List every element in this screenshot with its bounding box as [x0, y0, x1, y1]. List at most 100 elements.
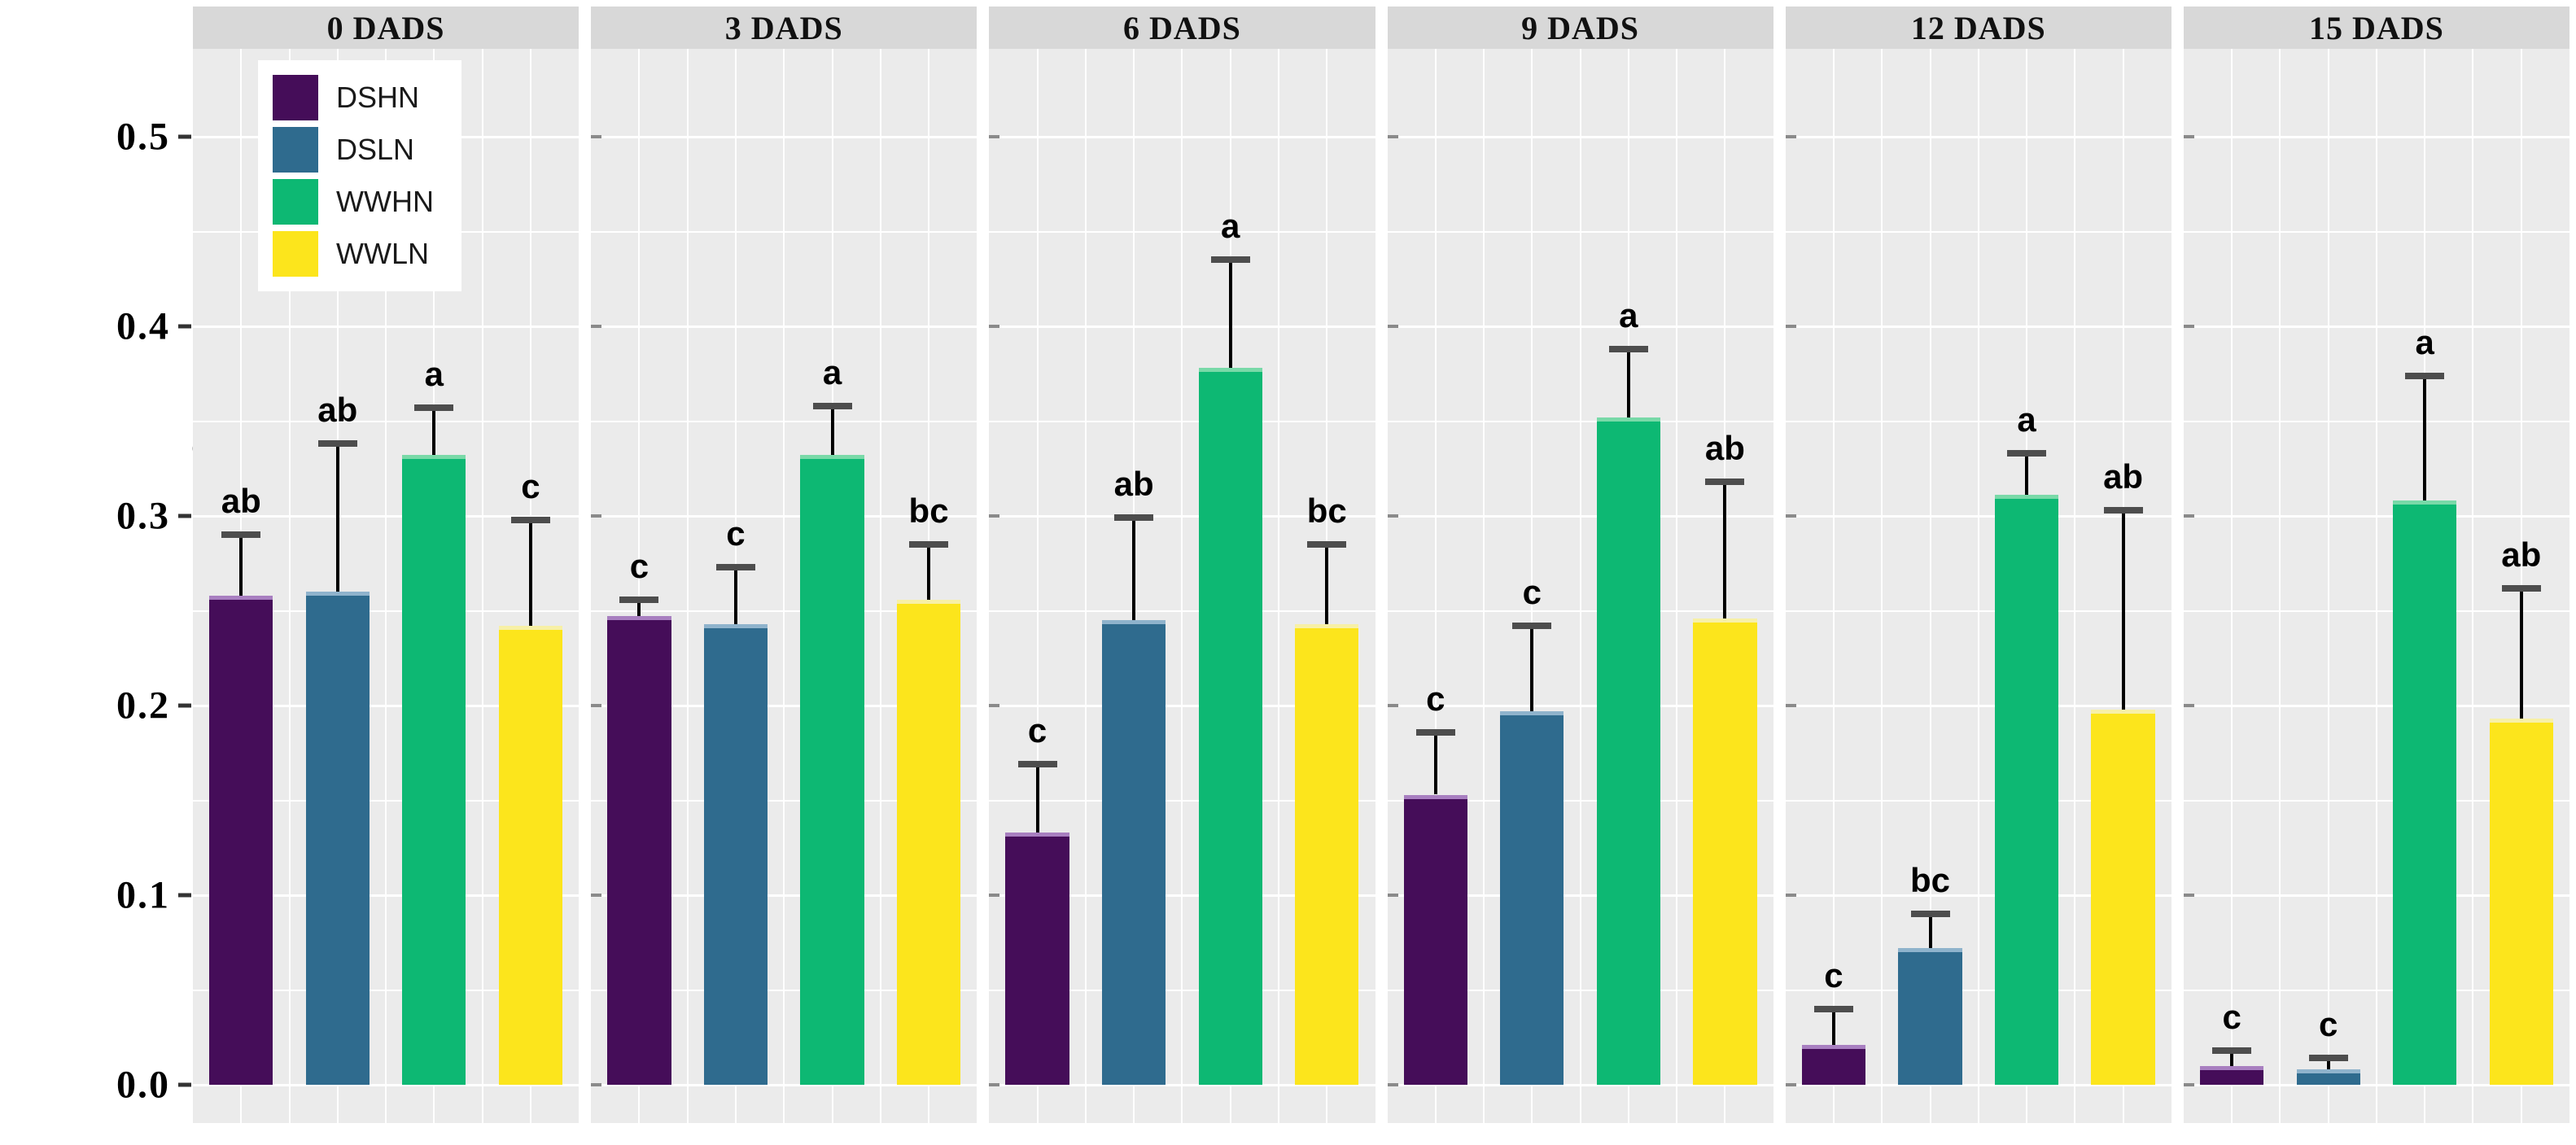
legend-label: DSLN [336, 133, 415, 166]
error-bar-whisker [1928, 914, 1932, 949]
plot-area: c c a ab [2183, 49, 2570, 1123]
panel-tick-mark [989, 325, 1000, 328]
panel-tick-mark [591, 325, 602, 328]
panel-tick-mark [2183, 135, 2194, 138]
v-gridline [1181, 49, 1183, 1123]
y-tick-mark [178, 514, 191, 518]
bar-dshn [209, 595, 273, 1085]
error-bar-cap [510, 516, 550, 523]
error-bar-whisker [733, 566, 737, 624]
v-gridline [1881, 49, 1883, 1123]
legend-item-wwln: WWLN [273, 231, 434, 277]
error-bar-cap [2308, 1055, 2348, 1062]
panel-tick-mark [1387, 894, 1398, 897]
bar-dsln [1898, 948, 1962, 1085]
panel-tick-mark [2183, 325, 2194, 328]
panel-tick-mark [2183, 1083, 2194, 1086]
error-bar-cap [1512, 623, 1552, 630]
panel-tick-mark [1387, 325, 1398, 328]
panel-tick-mark [1387, 704, 1398, 707]
facet-strip-label: 12 DADS [1910, 9, 2046, 46]
significance-letter: ab [221, 482, 261, 521]
legend-item-dshn: DSHN [273, 75, 434, 120]
error-bar-whisker [1831, 1008, 1835, 1046]
v-gridline [1676, 49, 1678, 1123]
significance-letter: ab [2501, 535, 2542, 574]
facet-strip: 6 DADS [989, 7, 1375, 49]
legend-swatch [273, 179, 318, 225]
error-bar-whisker [1132, 518, 1136, 621]
error-bar-whisker [1325, 544, 1329, 624]
error-bar-cap [1114, 514, 1154, 522]
significance-letter: a [1619, 295, 1638, 334]
significance-letter: bc [1306, 491, 1347, 530]
legend-label: WWLN [336, 237, 429, 270]
significance-letter: a [822, 352, 842, 391]
v-gridline [2231, 49, 2233, 1123]
error-bar-cap [2405, 372, 2445, 379]
bar-dshn [2200, 1065, 2264, 1085]
panel-tick-mark [2183, 514, 2194, 518]
error-bar-whisker [335, 444, 339, 592]
facet-panel-0-dads: 0 DADS ab ab a c DSHN DSLN WWHN WWLN [193, 7, 579, 1123]
panel-tick-mark [1387, 514, 1398, 518]
bar-wwln [498, 626, 562, 1085]
error-bar-whisker [1433, 732, 1437, 795]
v-gridline [1483, 49, 1485, 1123]
bar-wwhn [402, 455, 466, 1085]
panel-tick-mark [989, 704, 1000, 707]
legend-item-dsln: DSLN [273, 127, 434, 173]
significance-letter: c [1522, 573, 1542, 612]
error-bar-cap [1017, 761, 1057, 768]
y-tick-label: 0.0 [116, 1063, 170, 1107]
panel-tick-mark [591, 135, 602, 138]
v-gridline [385, 49, 387, 1123]
facet-panel-6-dads: 6 DADS c ab a bc [989, 7, 1375, 1123]
error-bar-cap [317, 440, 357, 448]
panel-tick-mark [989, 514, 1000, 518]
legend: DSHN DSLN WWHN WWLN [258, 60, 461, 291]
v-gridline [2279, 49, 2281, 1123]
facet-strip-label: 15 DADS [2308, 9, 2444, 46]
bar-wwln [1693, 618, 1757, 1085]
error-bar-cap [2103, 507, 2143, 514]
facet-panel-12-dads: 12 DADS c bc a ab [1785, 7, 2171, 1123]
facet-panel-3-dads: 3 DADS c c a bc [591, 7, 977, 1123]
error-bar-cap [414, 404, 454, 412]
error-bar-cap [715, 563, 755, 570]
v-gridline [686, 49, 689, 1123]
significance-letter: a [2415, 322, 2434, 361]
bar-wwln [896, 599, 961, 1085]
panel-tick-mark [1785, 704, 1796, 707]
error-bar-cap [909, 540, 949, 548]
bar-dsln [2296, 1069, 2360, 1085]
error-bar-cap [1705, 479, 1745, 486]
panel-tick-mark [989, 894, 1000, 897]
v-gridline [2375, 49, 2377, 1123]
legend-swatch [273, 231, 318, 277]
facet-panel-15-dads: 15 DADS c c a ab [2183, 7, 2570, 1123]
bar-dshn [1005, 833, 1069, 1085]
significance-letter: c [1027, 711, 1047, 750]
bar-dsln [1500, 710, 1564, 1085]
panel-tick-mark [1785, 894, 1796, 897]
legend-item-wwhn: WWHN [273, 179, 434, 225]
panel-tick-mark [989, 135, 1000, 138]
panel-tick-mark [1387, 135, 1398, 138]
plot-area: c ab a bc [989, 49, 1375, 1123]
panel-tick-mark [1387, 1083, 1398, 1086]
legend-label: DSHN [336, 81, 420, 114]
panel-tick-mark [591, 514, 602, 518]
significance-letter: c [726, 514, 746, 553]
v-gridline [2472, 49, 2474, 1123]
significance-letter: ab [1704, 429, 1745, 468]
facet-strip-label: 9 DADS [1521, 9, 1640, 46]
y-tick-label: 0.4 [116, 304, 170, 348]
error-bar-whisker [637, 599, 641, 617]
error-bar-whisker [2519, 588, 2523, 719]
significance-letter: bc [1909, 861, 1951, 900]
bar-wwhn [2393, 500, 2457, 1085]
panel-tick-mark [591, 894, 602, 897]
panel-tick-mark [591, 704, 602, 707]
error-bar-whisker [2423, 375, 2427, 501]
